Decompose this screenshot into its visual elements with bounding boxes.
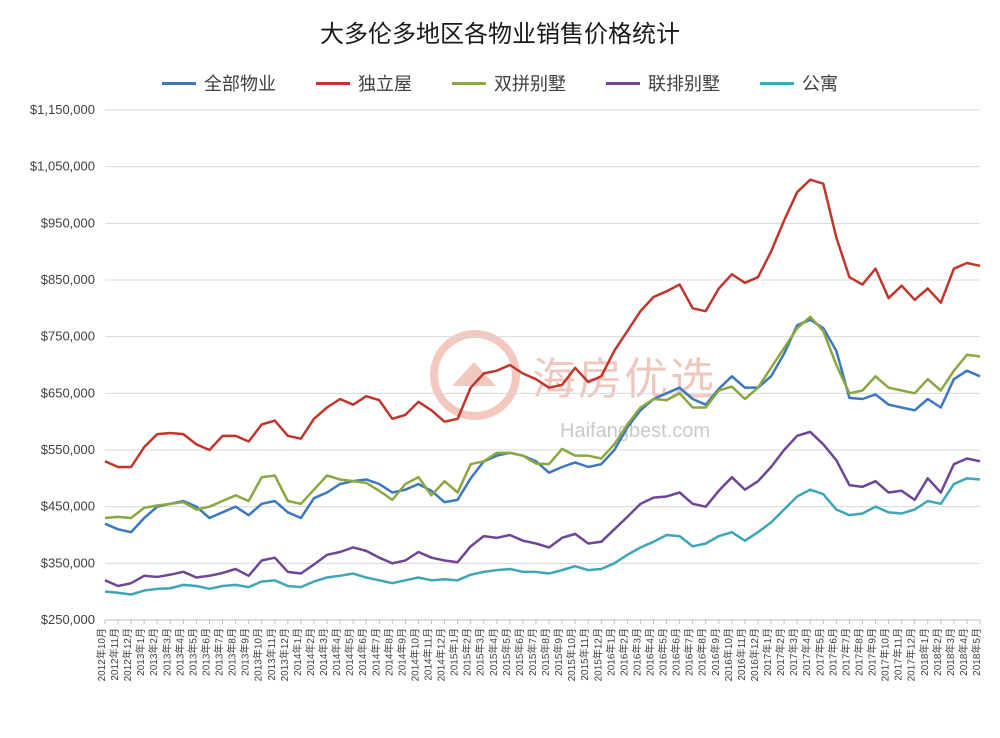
svg-text:2015年1月: 2015年1月 [448,628,461,676]
svg-text:2014年7月: 2014年7月 [369,628,382,676]
svg-text:2012年11月: 2012年11月 [108,628,121,681]
series-全部物业 [105,320,980,533]
svg-text:2013年12月: 2013年12月 [278,628,291,681]
svg-text:2018年5月: 2018年5月 [970,628,983,676]
svg-text:$350,000: $350,000 [41,555,95,570]
svg-text:2015年2月: 2015年2月 [461,628,474,676]
svg-text:2014年12月: 2014年12月 [435,628,448,681]
y-axis: $250,000 $350,000 $450,000 $550,000 $650,000… [30,102,95,627]
chart-svg: $250,000 $350,000 $450,000 $550,000 $650,000… [0,0,1000,738]
svg-text:2016年5月: 2016年5月 [657,628,670,676]
svg-text:2015年8月: 2015年8月 [539,628,552,676]
svg-text:2015年6月: 2015年6月 [513,628,526,676]
svg-text:2014年8月: 2014年8月 [382,628,395,676]
svg-text:2018年2月: 2018年2月 [931,628,944,676]
svg-text:2017年10月: 2017年10月 [879,628,892,681]
svg-text:2017年8月: 2017年8月 [852,628,865,676]
svg-text:$850,000: $850,000 [41,272,95,287]
svg-text:2017年5月: 2017年5月 [813,628,826,676]
svg-text:2016年3月: 2016年3月 [630,628,643,676]
svg-text:$250,000: $250,000 [41,612,95,627]
svg-text:2014年1月: 2014年1月 [291,628,304,676]
svg-text:$450,000: $450,000 [41,499,95,514]
svg-text:$1,150,000: $1,150,000 [30,102,95,117]
series-独立屋 [105,180,980,467]
svg-text:2014年5月: 2014年5月 [343,628,356,676]
svg-text:$550,000: $550,000 [41,442,95,457]
svg-text:2013年2月: 2013年2月 [147,628,160,676]
svg-text:2014年6月: 2014年6月 [356,628,369,676]
svg-text:2015年11月: 2015年11月 [578,628,591,681]
svg-text:2012年10月: 2012年10月 [95,628,108,681]
svg-text:2017年2月: 2017年2月 [774,628,787,676]
svg-text:2014年10月: 2014年10月 [408,628,421,681]
svg-text:2015年4月: 2015年4月 [487,628,500,676]
svg-text:2015年7月: 2015年7月 [526,628,539,676]
svg-text:2013年10月: 2013年10月 [252,628,265,681]
svg-text:2016年11月: 2016年11月 [735,628,748,681]
svg-text:2013年6月: 2013年6月 [199,628,212,676]
svg-text:2014年2月: 2014年2月 [304,628,317,676]
svg-text:2013年1月: 2013年1月 [134,628,147,676]
svg-text:2018年3月: 2018年3月 [944,628,957,676]
svg-text:2013年5月: 2013年5月 [186,628,199,676]
svg-text:2015年5月: 2015年5月 [500,628,513,676]
svg-text:2014年4月: 2014年4月 [330,628,343,676]
series-双拼别墅 [105,317,980,518]
svg-text:2013年3月: 2013年3月 [160,628,173,676]
svg-text:2016年9月: 2016年9月 [709,628,722,676]
series-lines [105,180,980,595]
svg-text:2018年1月: 2018年1月 [918,628,931,676]
svg-text:2017年11月: 2017年11月 [892,628,905,681]
svg-text:2017年12月: 2017年12月 [905,628,918,681]
svg-text:2017年4月: 2017年4月 [800,628,813,676]
gridlines [105,110,980,620]
svg-text:$650,000: $650,000 [41,385,95,400]
svg-text:$1,050,000: $1,050,000 [30,159,95,174]
svg-text:2017年1月: 2017年1月 [761,628,774,676]
svg-text:2013年4月: 2013年4月 [173,628,186,676]
svg-text:2013年7月: 2013年7月 [213,628,226,676]
x-axis: 2012年10月2012年11月2012年12月2013年1月2013年2月20… [95,620,983,681]
svg-text:2015年12月: 2015年12月 [591,628,604,681]
svg-text:2015年9月: 2015年9月 [552,628,565,676]
svg-text:2013年11月: 2013年11月 [265,628,278,681]
svg-text:2014年11月: 2014年11月 [421,628,434,681]
svg-text:2016年10月: 2016年10月 [722,628,735,681]
svg-text:$750,000: $750,000 [41,329,95,344]
svg-text:2016年4月: 2016年4月 [644,628,657,676]
svg-text:2017年3月: 2017年3月 [787,628,800,676]
svg-text:2018年4月: 2018年4月 [957,628,970,676]
svg-text:2015年10月: 2015年10月 [565,628,578,681]
svg-text:2017年6月: 2017年6月 [826,628,839,676]
svg-text:$950,000: $950,000 [41,215,95,230]
svg-text:2016年12月: 2016年12月 [748,628,761,681]
svg-text:2017年9月: 2017年9月 [866,628,879,676]
chart-container: 大多伦多地区各物业销售价格统计 全部物业 独立屋 双拼别墅 联排别墅 公寓 海房… [0,0,1000,738]
svg-text:2015年3月: 2015年3月 [474,628,487,676]
svg-text:2014年3月: 2014年3月 [317,628,330,676]
svg-text:2013年8月: 2013年8月 [226,628,239,676]
svg-text:2016年7月: 2016年7月 [683,628,696,676]
svg-text:2016年8月: 2016年8月 [696,628,709,676]
svg-text:2012年12月: 2012年12月 [121,628,134,681]
svg-text:2016年1月: 2016年1月 [604,628,617,676]
svg-text:2016年2月: 2016年2月 [617,628,630,676]
svg-text:2016年6月: 2016年6月 [670,628,683,676]
svg-text:2014年9月: 2014年9月 [395,628,408,676]
svg-text:2013年9月: 2013年9月 [239,628,252,676]
svg-text:2017年7月: 2017年7月 [839,628,852,676]
